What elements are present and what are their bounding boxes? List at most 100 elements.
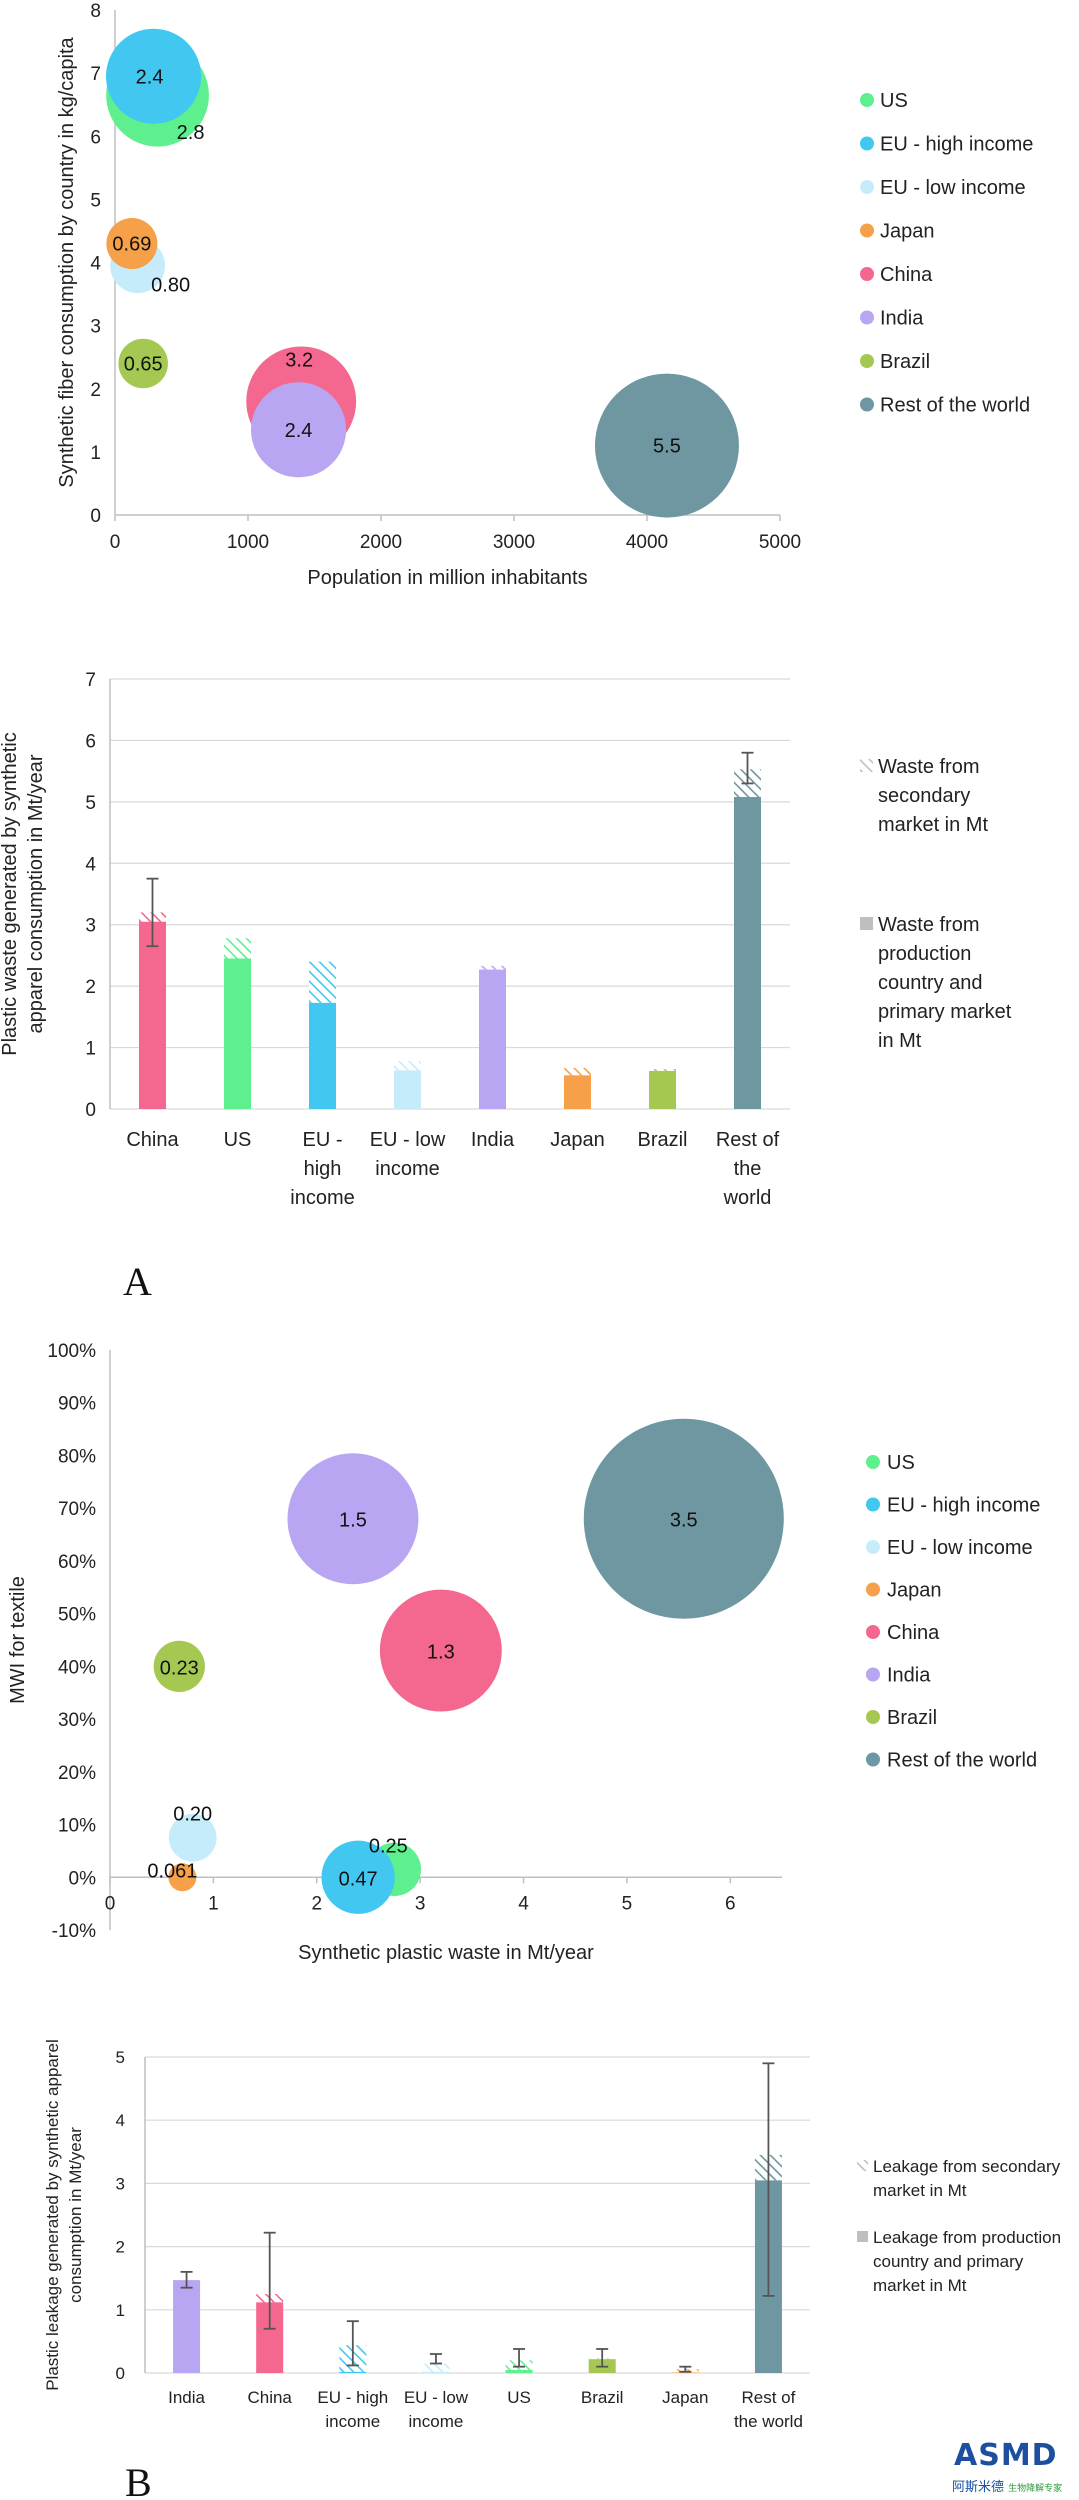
bar-primary-us [224, 958, 251, 1109]
legend-label: Waste from [878, 914, 980, 936]
y-tick-label: 0 [90, 506, 101, 527]
legend-label: market in Mt [873, 2181, 967, 2200]
y-tick-label: 0 [85, 1100, 96, 1121]
x-tick-label: 1 [208, 1893, 219, 1914]
y-tick-label: 4 [116, 2111, 125, 2130]
x-tick-label: 3000 [493, 532, 535, 553]
legend-label-china: China [880, 264, 933, 286]
y-tick-label: 10% [58, 1816, 96, 1837]
bubble-label-china: 3.2 [285, 349, 313, 371]
y-tick-label: 7 [85, 670, 96, 691]
x-category-label: income [290, 1187, 354, 1209]
y-tick-label: 5 [90, 190, 101, 211]
y-tick-label: 2 [90, 380, 101, 401]
x-category-label: income [409, 2412, 464, 2431]
x-category-label: world [723, 1187, 772, 1209]
y-tick-label: 5 [116, 2048, 125, 2067]
bubble-eu-high-income [321, 1840, 395, 1914]
x-axis-title: Synthetic plastic waste in Mt/year [298, 1942, 594, 1964]
x-category-label: Brazil [581, 2388, 624, 2407]
x-tick-label: 5000 [759, 532, 801, 553]
bubble-chart-mwi: -10% 0% 10% 20% 30% 40% 50% 60% 70% 80% 90% 100% 0 1 2… [7, 1341, 1040, 1964]
legend-label-japan: Japan [880, 221, 935, 243]
x-category-label: US [224, 1129, 252, 1151]
bar-primary-us [505, 2369, 533, 2373]
x-category-label: Rest of [716, 1129, 780, 1151]
x-category-label: high [304, 1158, 342, 1180]
bubble-label-china: 1.3 [427, 1642, 455, 1664]
bar-primary-eu-low-income [394, 1070, 421, 1109]
x-category-label: EU - low [404, 2388, 469, 2407]
legend-label: production [878, 943, 971, 965]
legend-marker-china [866, 1625, 880, 1639]
bubble-brazil [153, 1640, 205, 1692]
y-tick-label: 1 [90, 443, 101, 464]
bar-secondary-eu-low-income [422, 2363, 450, 2372]
bar-chart-plastic-waste: 0 1 2 3 4 5 6 7 China US EU - high income EU - low inc… [0, 670, 1012, 1209]
bubble-label-us: 0.25 [369, 1835, 408, 1857]
bubble-label-india: 2.4 [285, 420, 313, 442]
y-tick-label: 7 [90, 64, 101, 85]
bar-primary-eu-low-income [422, 2371, 450, 2373]
legend-label-brazil: Brazil [880, 351, 930, 373]
y-tick-label: 5 [85, 793, 96, 814]
legend-label-us: US [880, 90, 908, 112]
y-tick-label: 20% [58, 1763, 96, 1784]
y-tick-label: 4 [90, 254, 101, 275]
panel-letter-b: B [125, 2460, 152, 2500]
legend-marker-eu-low-income [860, 180, 874, 194]
legend-marker-india [860, 310, 874, 325]
x-tick-label: 4 [518, 1893, 529, 1914]
x-category-label: India [471, 1129, 515, 1151]
y-axis-title: Plastic waste generated by synthetic appa… [0, 732, 47, 1056]
bubble-label-brazil: 0.65 [124, 354, 163, 376]
y-axis-title: Plastic leakage generated by synthetic a… [43, 2039, 85, 2391]
y-tick-label: 40% [58, 1657, 96, 1678]
bar-primary-japan [671, 2372, 699, 2373]
panel-letter-a: A [123, 1259, 152, 1304]
legend-label: primary market [878, 1001, 1012, 1023]
y-tick-label: 1 [116, 2301, 125, 2320]
y-tick-label: 90% [58, 1394, 96, 1415]
legend-marker-japan [860, 223, 874, 238]
y-tick-label: 6 [85, 731, 96, 752]
bar-secondary-india [479, 965, 506, 970]
legend-label: country and [878, 972, 983, 994]
y-axis-title-line: Plastic leakage generated by synthetic a… [43, 2039, 62, 2391]
y-tick-label: 30% [58, 1710, 96, 1731]
legend-label: market in Mt [878, 814, 988, 836]
y-tick-label: 4 [85, 854, 96, 875]
bar-secondary-eu-high-income [309, 961, 336, 1003]
y-tick-label: -10% [52, 1921, 96, 1942]
legend-label-china: China [887, 1622, 940, 1644]
x-category-label: EU - high [317, 2388, 388, 2407]
bubble-label-us: 2.8 [177, 122, 205, 144]
x-category-label: the [734, 1158, 762, 1180]
logo-sub-cn: 阿斯米德 [952, 2480, 1005, 2495]
x-tick-label: 5 [622, 1893, 633, 1914]
logo-main-text: ASMD [954, 2438, 1058, 2473]
bar-secondary-us [224, 938, 251, 959]
bar-secondary-brazil [649, 1069, 676, 1071]
legend-label-rest-of-the-world: Rest of the world [880, 395, 1030, 417]
y-tick-label: 2 [85, 977, 96, 998]
bubble-eu-high-income [106, 28, 202, 124]
legend-label-eu-low-income: EU - low income [880, 177, 1026, 199]
bar-primary-china [139, 921, 166, 1109]
asmd-logo: ASMD 阿斯米德 生物降解专家 [948, 2438, 1076, 2496]
bubble-rest-of-the-world [583, 1418, 784, 1619]
y-tick-label: 6 [90, 127, 101, 148]
y-tick-label: 3 [116, 2174, 125, 2193]
bubble-eu-low-income [168, 1813, 217, 1862]
legend-label-rest-of-the-world: Rest of the world [887, 1750, 1037, 1772]
y-tick-label: 2 [116, 2238, 125, 2257]
y-tick-label: 8 [90, 1, 101, 22]
legend-label-japan: Japan [887, 1580, 942, 1602]
y-tick-label: 60% [58, 1552, 96, 1573]
bar-primary-brazil [649, 1070, 676, 1109]
x-category-label: the world [734, 2412, 803, 2431]
legend-marker-eu-high-income [860, 136, 874, 151]
legend-label-us: US [887, 1452, 915, 1474]
bubble-label-rest-of-the-world: 3.5 [670, 1510, 698, 1532]
